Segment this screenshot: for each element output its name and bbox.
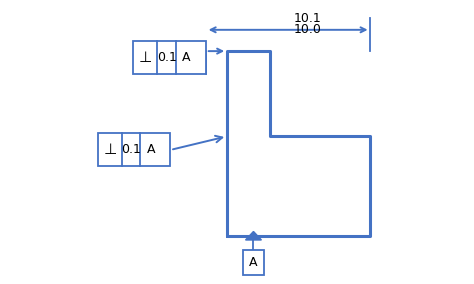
- Text: ⊥: ⊥: [103, 143, 117, 157]
- Text: A: A: [146, 143, 155, 156]
- Bar: [98, 133, 170, 166]
- Bar: [133, 41, 206, 74]
- Polygon shape: [246, 231, 262, 240]
- Text: 10.1: 10.1: [294, 12, 321, 25]
- Text: A: A: [249, 256, 258, 270]
- Text: A: A: [182, 51, 191, 64]
- Text: 0.1: 0.1: [157, 51, 177, 64]
- Text: 0.1: 0.1: [121, 143, 141, 156]
- Text: ⊥: ⊥: [139, 50, 152, 65]
- Text: 10.0: 10.0: [294, 23, 322, 36]
- Bar: [243, 250, 264, 275]
